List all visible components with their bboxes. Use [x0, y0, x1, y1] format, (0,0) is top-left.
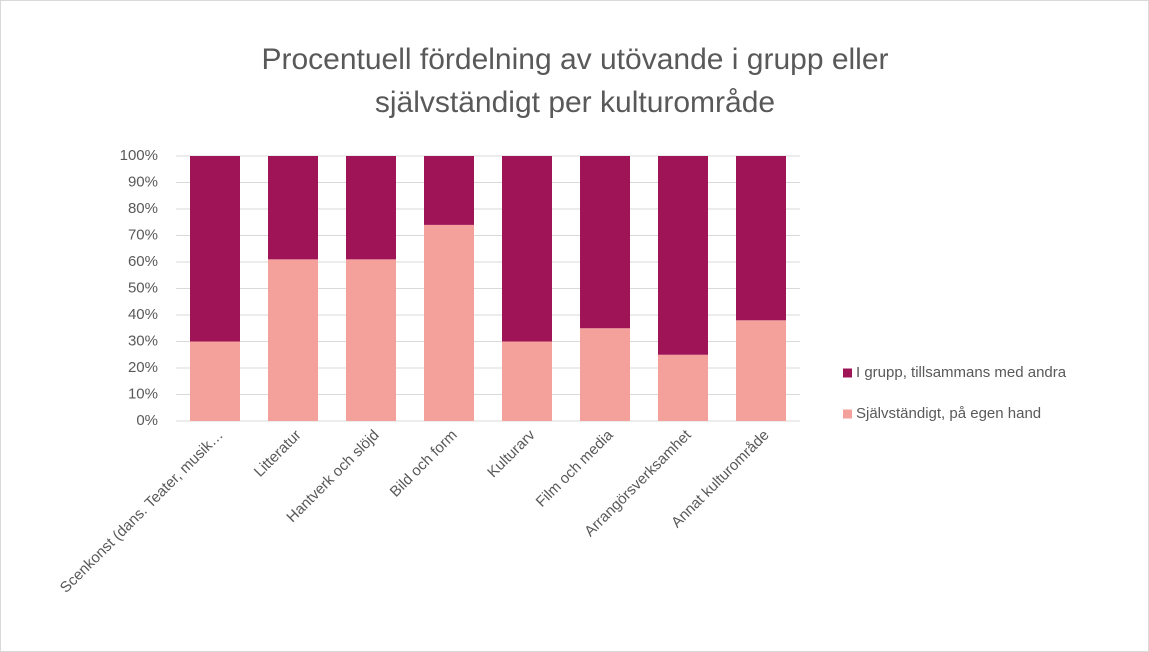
y-tick-label: 70% — [128, 226, 158, 243]
bar-segment — [658, 156, 708, 355]
bar-segment — [190, 156, 240, 342]
bar-segment — [502, 156, 552, 342]
bar-segment — [346, 259, 396, 421]
bar-segment — [424, 224, 474, 421]
bar-segment — [580, 328, 630, 421]
bar-segment — [658, 354, 708, 421]
bar-segment — [346, 156, 396, 260]
legend-label: Självständigt, på egen hand — [856, 405, 1041, 422]
bar-segment — [190, 341, 240, 421]
bar-segment — [736, 320, 786, 421]
y-tick-label: 40% — [128, 306, 158, 323]
bar-segment — [424, 156, 474, 225]
legend-swatch — [843, 368, 852, 378]
bar-segment — [736, 156, 786, 321]
legend-label: I grupp, tillsammans med andra — [856, 364, 1067, 381]
y-tick-label: 60% — [128, 253, 158, 270]
bar-segment — [268, 156, 318, 260]
y-tick-label: 10% — [128, 385, 158, 402]
bar-segment — [268, 259, 318, 421]
y-tick-label: 30% — [128, 332, 158, 349]
y-tick-label: 90% — [128, 173, 158, 190]
y-tick-label: 20% — [128, 359, 158, 376]
bar-segment — [502, 341, 552, 421]
bar-segment — [580, 156, 630, 329]
legend-swatch — [843, 409, 852, 419]
y-tick-label: 0% — [136, 412, 158, 429]
y-tick-label: 100% — [120, 147, 158, 164]
chart-title: Procentuell fördelning av utövande i gru… — [261, 43, 889, 119]
y-tick-label: 80% — [128, 200, 158, 217]
y-tick-label: 50% — [128, 279, 158, 296]
